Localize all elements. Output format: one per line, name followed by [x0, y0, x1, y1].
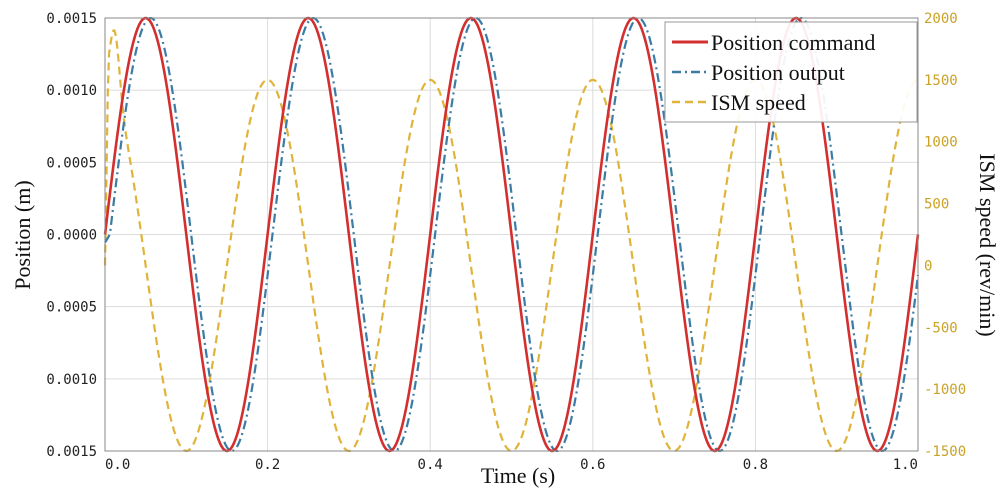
- legend-box: [664, 21, 918, 123]
- y-tick-label: 0.0015: [46, 444, 97, 460]
- x-tick-label: 0.8: [743, 457, 768, 473]
- x-tick-label: 0.2: [255, 457, 280, 473]
- y-tick-label: 0.0015: [46, 11, 97, 27]
- y2-axis-label: ISM speed (rev/min): [975, 153, 998, 336]
- y-axis-label: Position (m): [10, 180, 35, 289]
- bottom-axis-ticks: 0.0 0.2 0.4 0.6 0.8 1.0: [105, 457, 918, 473]
- y2-tick-label: 1500: [924, 73, 958, 89]
- legend: Position command Position output ISM spe…: [664, 21, 918, 123]
- legend-label-position-command: Position command: [711, 30, 875, 55]
- y2-tick-label: -1500: [924, 444, 966, 460]
- y-tick-label: 0.0010: [46, 372, 97, 388]
- x-axis-label: Time (s): [481, 463, 555, 488]
- x-tick-label: 0.4: [418, 457, 443, 473]
- x-tick-label: 1.0: [893, 457, 918, 473]
- x-tick-label: 0.6: [580, 457, 605, 473]
- y-tick-label: 0.0005: [46, 300, 97, 316]
- y-tick-label: 0.0005: [46, 155, 97, 171]
- left-axis-ticks: 0.0015 0.0010 0.0005 0.0000 0.0005 0.0010 0.00…: [46, 11, 97, 460]
- right-axis-ticks: 2000 1500 1000 500 0 -500 -1000 -1500: [924, 11, 966, 460]
- plot-frame: [104, 17, 919, 452]
- x-tick-label: 0.0: [105, 457, 130, 473]
- series-line-ism-speed: [103, 29, 919, 453]
- y2-tick-label: 2000: [924, 11, 958, 27]
- y-tick-label: 0.0010: [46, 83, 97, 99]
- y2-tick-label: 500: [924, 197, 949, 213]
- y2-tick-label: -500: [924, 320, 958, 336]
- y2-tick-label: -1000: [924, 382, 966, 398]
- y2-tick-label: 1000: [924, 135, 958, 151]
- y-tick-label: 0.0000: [46, 228, 97, 244]
- legend-label-ism-speed: ISM speed: [711, 90, 806, 115]
- y2-tick-label: 0: [924, 258, 932, 274]
- legend-label-position-output: Position output: [711, 60, 845, 85]
